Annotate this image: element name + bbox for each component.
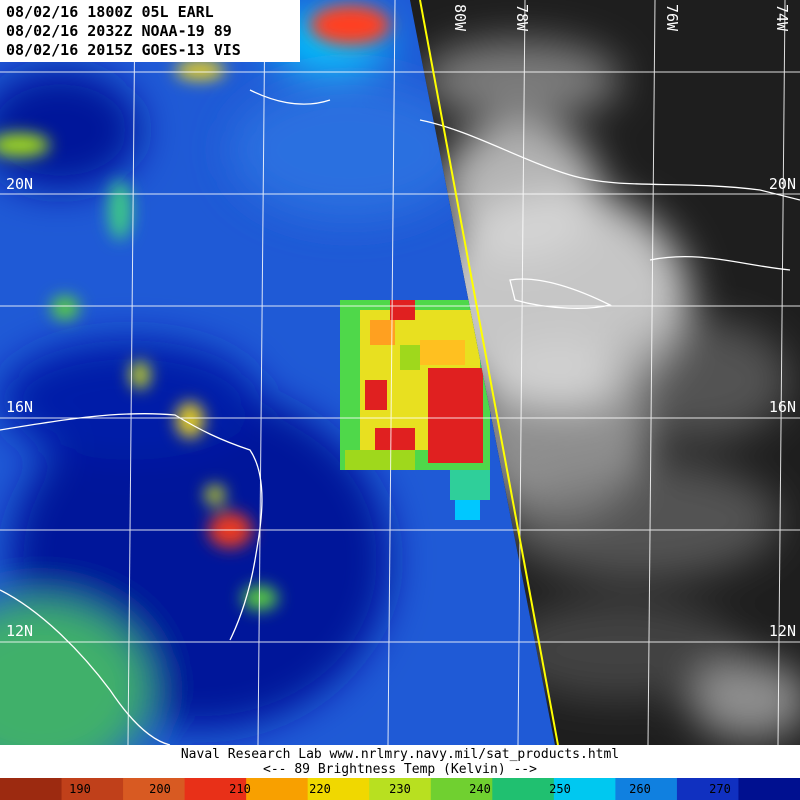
latitude-label: 12N — [769, 622, 796, 640]
footer-line: <-- 89 Brightness Temp (Kelvin) --> — [263, 762, 537, 777]
header-box — [0, 0, 300, 62]
colorbar-swatch — [184, 778, 247, 800]
latitude-label: 16N — [769, 398, 796, 416]
colorbar-label: 230 — [389, 782, 411, 796]
colorbar-swatch — [738, 778, 800, 800]
colorbar-swatch — [369, 778, 432, 800]
colorbar-swatch — [123, 778, 186, 800]
latitude-label: 20N — [6, 175, 33, 193]
footer-box — [0, 745, 800, 778]
colorbar-swatch — [615, 778, 678, 800]
colorbar-label: 240 — [469, 782, 491, 796]
longitude-label: 80W — [451, 4, 469, 32]
header-line: 08/02/16 1800Z 05L EARL — [6, 3, 214, 21]
swath-edge — [419, 0, 559, 746]
colorbar-swatch — [61, 778, 124, 800]
footer: Naval Research Lab www.nrlmry.navy.mil/s… — [181, 747, 619, 777]
longitude-label: 74W — [773, 4, 791, 32]
colorbar-swatch — [492, 778, 555, 800]
colorbar-label: 260 — [629, 782, 651, 796]
longitude-label: 78W — [513, 4, 531, 32]
colorbar: 190 200 210 220 230 240 250 260 270 — [0, 778, 800, 800]
footer-line: Naval Research Lab www.nrlmry.navy.mil/s… — [181, 747, 619, 762]
latitude-label: 12N — [6, 622, 33, 640]
colorbar-swatch — [553, 778, 616, 800]
latitude-label: 16N — [6, 398, 33, 416]
colorbar-label: 250 — [549, 782, 571, 796]
colorbar-label: 190 — [69, 782, 91, 796]
colorbar-label: 210 — [229, 782, 251, 796]
colorbar-swatch — [430, 778, 493, 800]
header-line: 08/02/16 2015Z GOES-13 VIS — [6, 41, 241, 59]
header-line: 08/02/16 2032Z NOAA-19 89 — [6, 22, 232, 40]
colorbar-label: 200 — [149, 782, 171, 796]
latitude-label: 20N — [769, 175, 796, 193]
colorbar-swatch — [246, 778, 309, 800]
colorbar-swatch — [676, 778, 739, 800]
geo-labels: 20N 20N 16N 16N 12N 12N 80W 78W 76W 74W — [6, 4, 796, 640]
lat-lon-grid — [0, 0, 800, 746]
storm-cells — [340, 300, 490, 520]
longitude-label: 76W — [663, 4, 681, 32]
colorbar-swatch — [307, 778, 370, 800]
colorbar-label: 270 — [709, 782, 731, 796]
colorbar-label: 220 — [309, 782, 331, 796]
colorbar-swatch — [0, 778, 63, 800]
visible-imagery — [410, 0, 800, 745]
